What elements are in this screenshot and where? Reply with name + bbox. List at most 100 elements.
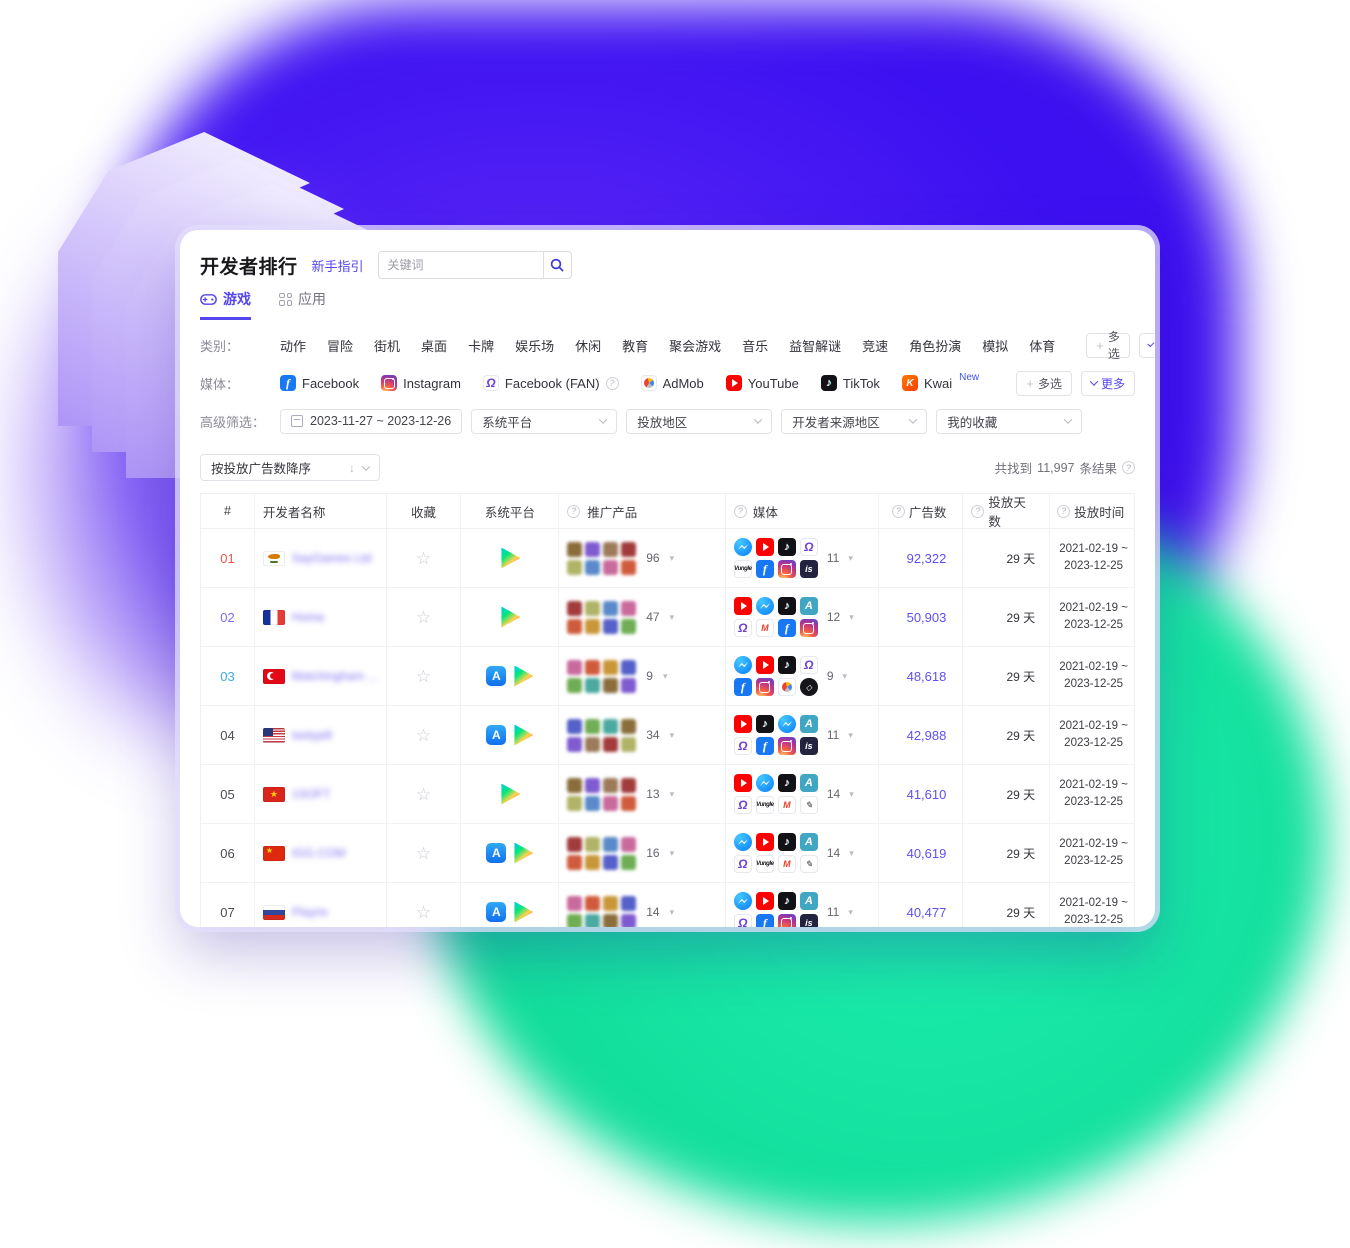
product-thumb[interactable] [585,541,601,557]
tab-apps[interactable]: 应用 [279,289,326,320]
product-thumb[interactable] [567,659,583,675]
product-thumb[interactable] [603,677,619,693]
category-chip[interactable]: 街机 [374,338,401,354]
caret-down-icon[interactable]: ▾ [849,788,854,799]
product-thumb[interactable] [567,777,583,793]
product-thumb[interactable] [603,854,619,870]
category-chip[interactable]: 动作 [280,338,307,354]
category-chip[interactable]: 角色扮演 [909,338,962,354]
caret-down-icon[interactable]: ▾ [842,670,848,681]
ads-count[interactable]: 40,477 [906,904,947,920]
developer-name[interactable]: Homa [291,610,324,624]
developer-name[interactable]: tastypill [291,728,332,742]
caret-down-icon[interactable]: ▾ [848,906,853,917]
product-thumb[interactable] [585,600,601,616]
help-icon[interactable] [1057,504,1071,518]
product-thumb[interactable] [603,618,619,634]
ads-count[interactable]: 41,610 [906,786,947,802]
product-thumb[interactable] [603,659,619,675]
product-thumb[interactable] [585,777,601,793]
category-chip[interactable]: 娱乐场 [515,338,555,354]
filter-select-1[interactable]: 投放地区 [626,408,773,434]
category-chip[interactable]: 桌面 [421,338,448,354]
product-thumb[interactable] [621,618,637,634]
help-icon[interactable] [1122,461,1135,474]
help-icon[interactable] [567,504,581,518]
caret-down-icon[interactable]: ▾ [849,611,854,622]
caret-down-icon[interactable]: ▾ [849,847,854,858]
developer-name[interactable]: Playrix [291,905,328,919]
favorite-star-icon[interactable]: ☆ [415,784,432,804]
caret-down-icon[interactable]: ▾ [662,670,668,681]
help-icon[interactable] [971,504,985,518]
category-chip[interactable]: 模拟 [982,338,1009,354]
product-thumb[interactable] [603,895,619,911]
product-thumb[interactable] [585,895,601,911]
favorite-star-icon[interactable]: ☆ [415,666,432,686]
tab-games[interactable]: 游戏 [200,289,251,320]
product-thumb[interactable] [567,854,583,870]
product-thumb[interactable] [621,836,637,852]
sort-select[interactable]: 按投放广告数降序 ↓ [200,454,380,481]
product-thumb[interactable] [621,677,637,693]
developer-name[interactable]: SayGames Ltd [291,551,372,565]
category-chip[interactable]: 音乐 [742,338,769,354]
product-thumb[interactable] [621,600,637,616]
product-thumb[interactable] [567,913,583,927]
filter-select-3[interactable]: 我的收藏 [936,408,1083,434]
product-thumb[interactable] [621,659,637,675]
category-chip[interactable]: 卡牌 [468,338,495,354]
product-thumb[interactable] [585,618,601,634]
favorite-star-icon[interactable]: ☆ [415,548,432,568]
product-thumb[interactable] [621,777,637,793]
ads-count[interactable]: 92,322 [906,550,947,566]
developer-name[interactable]: Matchingham ... [291,669,378,683]
media-chip-youtube[interactable]: YouTube [725,375,799,391]
product-thumb[interactable] [621,795,637,811]
caret-down-icon[interactable]: ▾ [848,729,853,740]
help-icon[interactable] [605,376,619,390]
product-thumb[interactable] [621,736,637,752]
caret-down-icon[interactable]: ▾ [669,729,675,740]
caret-down-icon[interactable]: ▾ [848,552,853,563]
caret-down-icon[interactable]: ▾ [669,611,675,622]
media-chip-kwai[interactable]: K Kwai New [901,372,979,391]
product-thumb[interactable] [585,677,601,693]
product-thumb[interactable] [585,795,601,811]
product-thumb[interactable] [567,559,583,575]
search-input[interactable] [377,251,543,279]
product-thumb[interactable] [567,736,583,752]
favorite-star-icon[interactable]: ☆ [415,843,432,863]
product-thumb[interactable] [603,541,619,557]
product-thumb[interactable] [603,718,619,734]
product-thumb[interactable] [621,854,637,870]
product-thumb[interactable] [603,836,619,852]
product-thumb[interactable] [621,541,637,557]
help-icon[interactable] [733,504,747,518]
filter-select-0[interactable]: 系统平台 [471,408,618,434]
filter-select-2[interactable]: 开发者来源地区 [781,408,928,434]
media-chip-admob[interactable]: AdMob [640,375,704,391]
media-multi-select-button[interactable]: + 多选 [1016,370,1072,396]
caret-down-icon[interactable]: ▾ [669,906,675,917]
product-thumb[interactable] [567,677,583,693]
category-chip[interactable]: 益智解谜 [789,338,842,354]
caret-down-icon[interactable]: ▾ [669,788,675,799]
caret-down-icon[interactable]: ▾ [669,847,675,858]
product-thumb[interactable] [603,559,619,575]
product-thumb[interactable] [567,895,583,911]
search-button[interactable] [542,251,572,279]
product-thumb[interactable] [585,836,601,852]
product-thumb[interactable] [567,541,583,557]
ads-count[interactable]: 40,619 [906,845,947,861]
date-range-picker[interactable]: 2023-11-27 ~ 2023-12-26 [280,408,463,434]
product-thumb[interactable] [585,913,601,927]
favorite-star-icon[interactable]: ☆ [415,607,432,627]
category-chip[interactable]: 休闲 [575,338,602,354]
product-thumb[interactable] [621,895,637,911]
category-chip[interactable]: 聚会游戏 [669,338,722,354]
media-chip-tiktok[interactable]: ♪ TikTok [820,375,880,391]
ads-count[interactable]: 42,988 [906,727,947,743]
favorite-star-icon[interactable]: ☆ [415,902,432,922]
product-thumb[interactable] [567,836,583,852]
